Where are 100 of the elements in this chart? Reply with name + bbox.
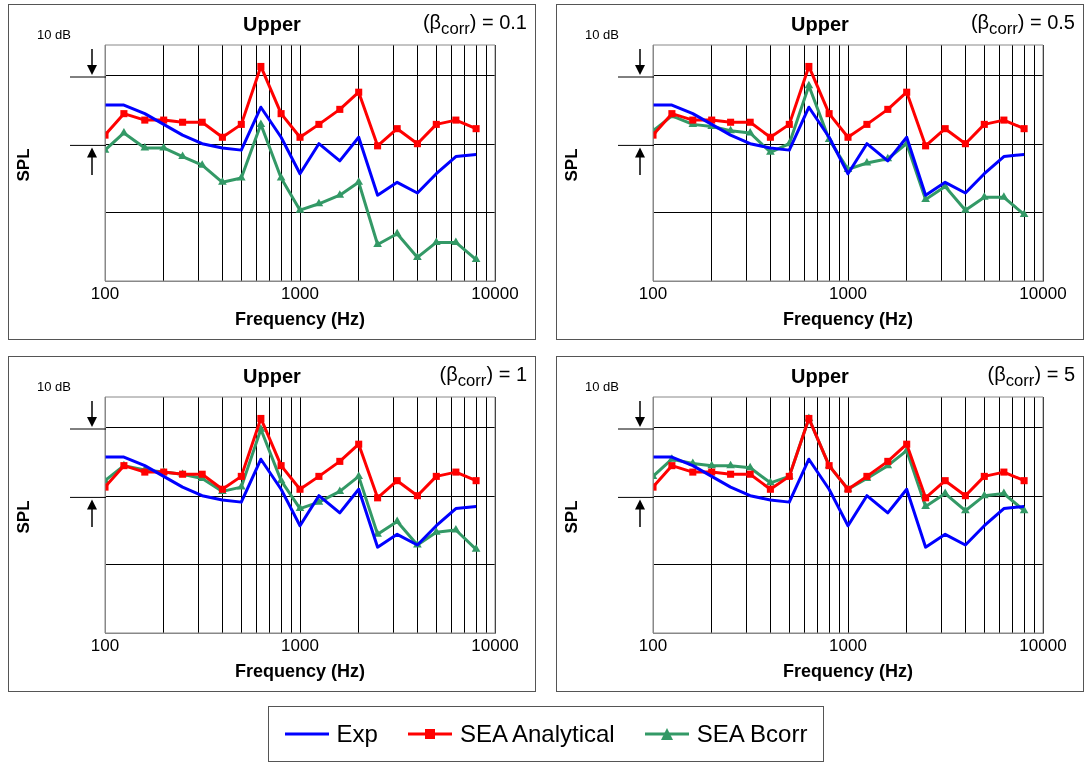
chart-subtitle: (β$_{corr}$) = 5	[987, 363, 1075, 391]
point	[766, 485, 774, 493]
point	[785, 120, 793, 128]
point	[336, 457, 344, 465]
point	[452, 468, 460, 476]
point	[276, 173, 286, 181]
point	[198, 118, 206, 126]
point	[727, 470, 735, 478]
x-tick-label: 1000	[829, 635, 867, 655]
point	[844, 133, 852, 141]
point	[198, 470, 206, 478]
point	[472, 477, 480, 485]
point	[197, 160, 207, 168]
point	[707, 460, 717, 469]
point	[296, 485, 304, 493]
point	[472, 125, 480, 133]
point	[336, 105, 344, 113]
x-tick-label: 10000	[1019, 635, 1067, 655]
y-axis-title: SPL	[561, 148, 582, 182]
legend-label: Exp	[336, 720, 378, 748]
point	[413, 492, 421, 500]
point	[374, 142, 382, 150]
point	[413, 140, 421, 148]
point	[354, 471, 364, 479]
point	[766, 133, 774, 141]
point	[689, 468, 697, 476]
text: 10 dB	[585, 27, 619, 42]
point	[236, 482, 246, 490]
point	[296, 133, 304, 141]
point	[1000, 468, 1008, 476]
x-tick-label: 100	[638, 635, 668, 655]
point	[922, 494, 930, 502]
point	[922, 142, 930, 150]
point	[862, 158, 872, 166]
point	[315, 120, 323, 128]
point	[413, 252, 422, 260]
point	[863, 120, 871, 128]
chart-subtitle: (β$_{corr}$) = 1	[439, 363, 527, 391]
x-tick-label: 1000	[281, 635, 319, 655]
point	[766, 477, 775, 486]
point	[746, 118, 754, 126]
point	[941, 477, 949, 485]
point	[314, 198, 324, 207]
point	[884, 105, 892, 113]
chart-title: Upper	[243, 365, 301, 387]
point	[1019, 505, 1029, 514]
x-tick-label: 100	[638, 283, 668, 303]
x-tick-label: 100	[90, 635, 120, 655]
chart-title: Upper	[243, 13, 301, 35]
point	[256, 119, 266, 127]
point	[999, 192, 1009, 200]
point	[295, 205, 305, 213]
y-axis-title: SPL	[561, 500, 582, 534]
point	[668, 462, 676, 470]
point	[140, 142, 150, 151]
point	[354, 177, 364, 185]
point	[452, 116, 460, 124]
point	[746, 470, 754, 478]
point	[979, 490, 989, 499]
point	[961, 205, 970, 213]
point	[335, 486, 345, 494]
point	[1000, 116, 1008, 124]
point	[237, 120, 245, 128]
point	[432, 472, 440, 480]
point	[1020, 477, 1028, 485]
text: 10 dB	[37, 379, 71, 394]
point	[218, 133, 226, 141]
point	[277, 110, 285, 118]
point	[257, 62, 265, 70]
point	[903, 440, 911, 448]
chart-title: Upper	[791, 13, 849, 35]
point	[980, 120, 988, 128]
point	[726, 460, 735, 469]
point	[979, 192, 989, 200]
y-axis-title: SPL	[13, 148, 34, 182]
point	[921, 501, 930, 509]
point	[961, 140, 969, 148]
x-tick-label: 10000	[1019, 283, 1067, 303]
point	[393, 477, 401, 485]
x-tick-label: 1000	[829, 283, 867, 303]
x-tick-label: 1000	[281, 283, 319, 303]
point	[257, 414, 265, 422]
point	[276, 475, 286, 484]
legend-label: SEA Analytical	[459, 720, 615, 748]
x-tick-label: 10000	[471, 635, 519, 655]
point	[805, 62, 813, 70]
point	[236, 173, 246, 181]
point	[120, 110, 128, 118]
x-axis-title: Frequency (Hz)	[234, 661, 366, 682]
point	[961, 505, 970, 514]
point	[999, 488, 1009, 497]
point	[451, 525, 461, 533]
point	[903, 88, 911, 96]
point	[727, 118, 735, 126]
point	[179, 118, 187, 126]
point	[884, 457, 892, 465]
point	[141, 468, 149, 476]
point	[825, 110, 833, 118]
point	[1019, 209, 1029, 217]
chart-subtitle: (β$_{corr}$) = 0.1	[422, 11, 527, 39]
